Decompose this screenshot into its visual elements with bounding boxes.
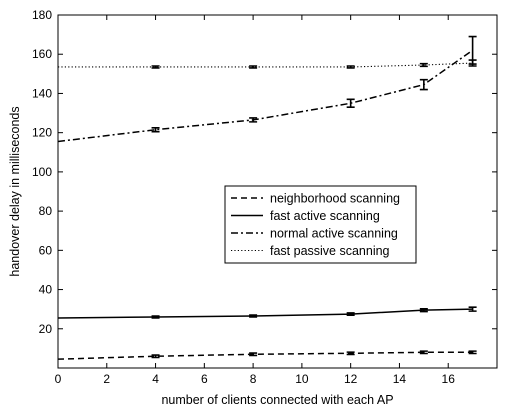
series-line-1	[57, 308, 473, 319]
y-axis-label: handover delay in milliseconds	[8, 106, 22, 276]
x-tick-label: 0	[55, 372, 62, 386]
error-bar	[346, 65, 355, 69]
x-axis-label: number of clients connected with each AP	[161, 393, 393, 407]
error-bar	[151, 315, 160, 319]
legend-label-2: normal active scanning	[270, 227, 398, 241]
error-bar	[346, 98, 355, 108]
y-tick-label: 120	[32, 126, 52, 140]
y-tick-label: 80	[39, 204, 53, 218]
error-bar	[346, 351, 355, 356]
plot-marks	[57, 35, 477, 360]
legend: neighborhood scanning fast active scannin…	[224, 185, 417, 264]
legend-label-0: neighborhood scanning	[270, 192, 400, 206]
series-line-0	[57, 351, 473, 360]
x-tick-label: 8	[250, 372, 257, 386]
x-tick-label: 16	[442, 372, 456, 386]
y-tick-label: 160	[32, 47, 52, 61]
error-bar	[419, 350, 428, 355]
error-bar	[419, 307, 428, 313]
axis-ticks: 0 2 4 6 8 10 12 14 16 20 40 60 80 100 120 140 160 180	[32, 8, 497, 386]
x-tick-label: 10	[295, 372, 309, 386]
error-bar	[419, 78, 428, 91]
x-tick-label: 12	[344, 372, 358, 386]
error-bar	[346, 312, 355, 317]
y-tick-label: 140	[32, 86, 52, 100]
error-bar	[468, 306, 477, 312]
x-tick-label: 6	[201, 372, 208, 386]
x-tick-label: 4	[152, 372, 159, 386]
error-bar	[151, 65, 160, 69]
error-bar	[468, 59, 477, 67]
error-bar	[151, 126, 160, 133]
error-bar	[151, 354, 160, 359]
y-tick-label: 20	[39, 322, 53, 336]
legend-label-3: fast passive scanning	[270, 244, 390, 258]
error-bar	[249, 314, 258, 318]
series-line-3	[58, 62, 473, 68]
y-tick-label: 40	[39, 283, 53, 297]
error-bar	[249, 65, 258, 69]
series-line-2	[57, 49, 474, 143]
error-bar	[419, 62, 428, 68]
error-bar	[249, 117, 258, 123]
y-tick-label: 100	[32, 165, 52, 179]
error-bar	[468, 350, 477, 355]
x-tick-label: 2	[103, 372, 110, 386]
legend-label-1: fast active scanning	[270, 209, 380, 223]
legend-box	[224, 185, 417, 264]
y-tick-label: 180	[32, 8, 52, 22]
plot-frame	[57, 14, 498, 369]
x-tick-label: 14	[393, 372, 407, 386]
y-tick-label: 60	[39, 243, 53, 257]
error-bar	[249, 352, 258, 357]
